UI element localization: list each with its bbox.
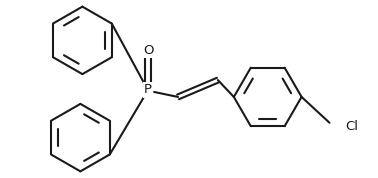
Text: Cl: Cl	[345, 120, 358, 133]
Text: P: P	[144, 83, 152, 96]
Text: O: O	[143, 44, 153, 57]
